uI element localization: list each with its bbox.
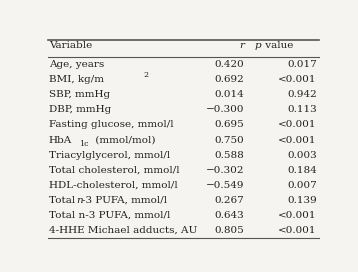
Text: p: p [254,41,261,50]
Text: 2: 2 [144,72,149,79]
Text: Total n-3 PUFA, mmol/l: Total n-3 PUFA, mmol/l [49,211,170,220]
Text: 0.805: 0.805 [215,226,245,235]
Text: DBP, mmHg: DBP, mmHg [49,105,111,114]
Text: (mmol/mol): (mmol/mol) [92,135,155,144]
Text: -3 PUFA, mmol/l: -3 PUFA, mmol/l [82,196,167,205]
Text: BMI, kg/m: BMI, kg/m [49,75,104,84]
Text: Total: Total [49,196,78,205]
Text: <0.001: <0.001 [278,135,317,144]
Text: 0.692: 0.692 [215,75,245,84]
Text: 0.588: 0.588 [215,151,245,160]
Text: 0.139: 0.139 [287,196,317,205]
Text: Variable: Variable [49,41,92,50]
Text: <0.001: <0.001 [278,75,317,84]
Text: 0.420: 0.420 [215,60,245,69]
Text: 0.113: 0.113 [287,105,317,114]
Text: 0.184: 0.184 [287,166,317,175]
Text: Triacylglycerol, mmol/l: Triacylglycerol, mmol/l [49,151,170,160]
Text: −0.549: −0.549 [206,181,245,190]
Text: 1c: 1c [79,140,88,148]
Text: −0.300: −0.300 [206,105,245,114]
Text: <0.001: <0.001 [278,226,317,235]
Text: 0.267: 0.267 [215,196,245,205]
Text: −0.302: −0.302 [206,166,245,175]
Text: Total cholesterol, mmol/l: Total cholesterol, mmol/l [49,166,179,175]
Text: 0.003: 0.003 [287,151,317,160]
Text: SBP, mmHg: SBP, mmHg [49,90,110,99]
Text: value: value [262,41,293,50]
Text: HbA: HbA [49,135,72,144]
Text: 4-HHE Michael adducts, AU: 4-HHE Michael adducts, AU [49,226,197,235]
Text: 0.007: 0.007 [287,181,317,190]
Text: 0.695: 0.695 [215,120,245,129]
Text: 0.643: 0.643 [215,211,245,220]
Text: Fasting glucose, mmol/l: Fasting glucose, mmol/l [49,120,174,129]
Text: r: r [240,41,245,50]
Text: n: n [76,196,83,205]
Text: Age, years: Age, years [49,60,104,69]
Text: <0.001: <0.001 [278,211,317,220]
Text: <0.001: <0.001 [278,120,317,129]
Text: 0.942: 0.942 [287,90,317,99]
Text: 0.014: 0.014 [215,90,245,99]
Text: HDL-cholesterol, mmol/l: HDL-cholesterol, mmol/l [49,181,178,190]
Text: 0.017: 0.017 [287,60,317,69]
Text: 0.750: 0.750 [215,135,245,144]
